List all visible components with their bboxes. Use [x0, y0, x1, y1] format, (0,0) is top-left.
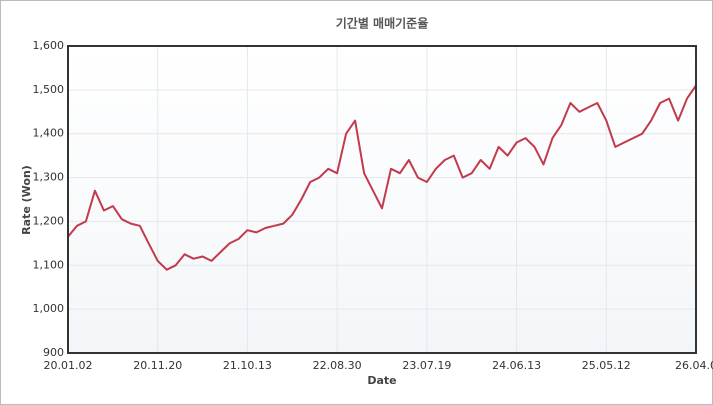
x-tick-label: 22.08.30 — [313, 359, 362, 372]
chart-title: 기간별 매매기준율 — [336, 16, 429, 31]
series-line — [67, 84, 697, 271]
plot-border — [67, 45, 697, 354]
y-tick-label: 1,000 — [33, 302, 65, 315]
x-tick-label: 25.05.12 — [582, 359, 631, 372]
y-tick-label: 1,400 — [33, 127, 65, 140]
y-tick-label: 1,100 — [33, 258, 65, 271]
x-tick-label: 26.04.0 — [675, 359, 713, 372]
y-tick-label: 900 — [43, 346, 64, 359]
y-axis-title: Rate (Won) — [20, 165, 33, 235]
x-tick-label: 21.10.13 — [223, 359, 272, 372]
plot-area — [68, 46, 696, 353]
y-tick-label: 1,200 — [33, 214, 65, 227]
y-tick-label: 1,300 — [33, 171, 65, 184]
y-tick-label: 1,600 — [33, 39, 65, 52]
x-axis-title: Date — [367, 374, 396, 387]
y-tick-label: 1,500 — [33, 83, 65, 96]
x-tick-label: 23.07.19 — [402, 359, 451, 372]
x-tick-label: 20.01.02 — [44, 359, 93, 372]
x-tick-label: 24.06.13 — [492, 359, 541, 372]
x-tick-label: 20.11.20 — [133, 359, 182, 372]
